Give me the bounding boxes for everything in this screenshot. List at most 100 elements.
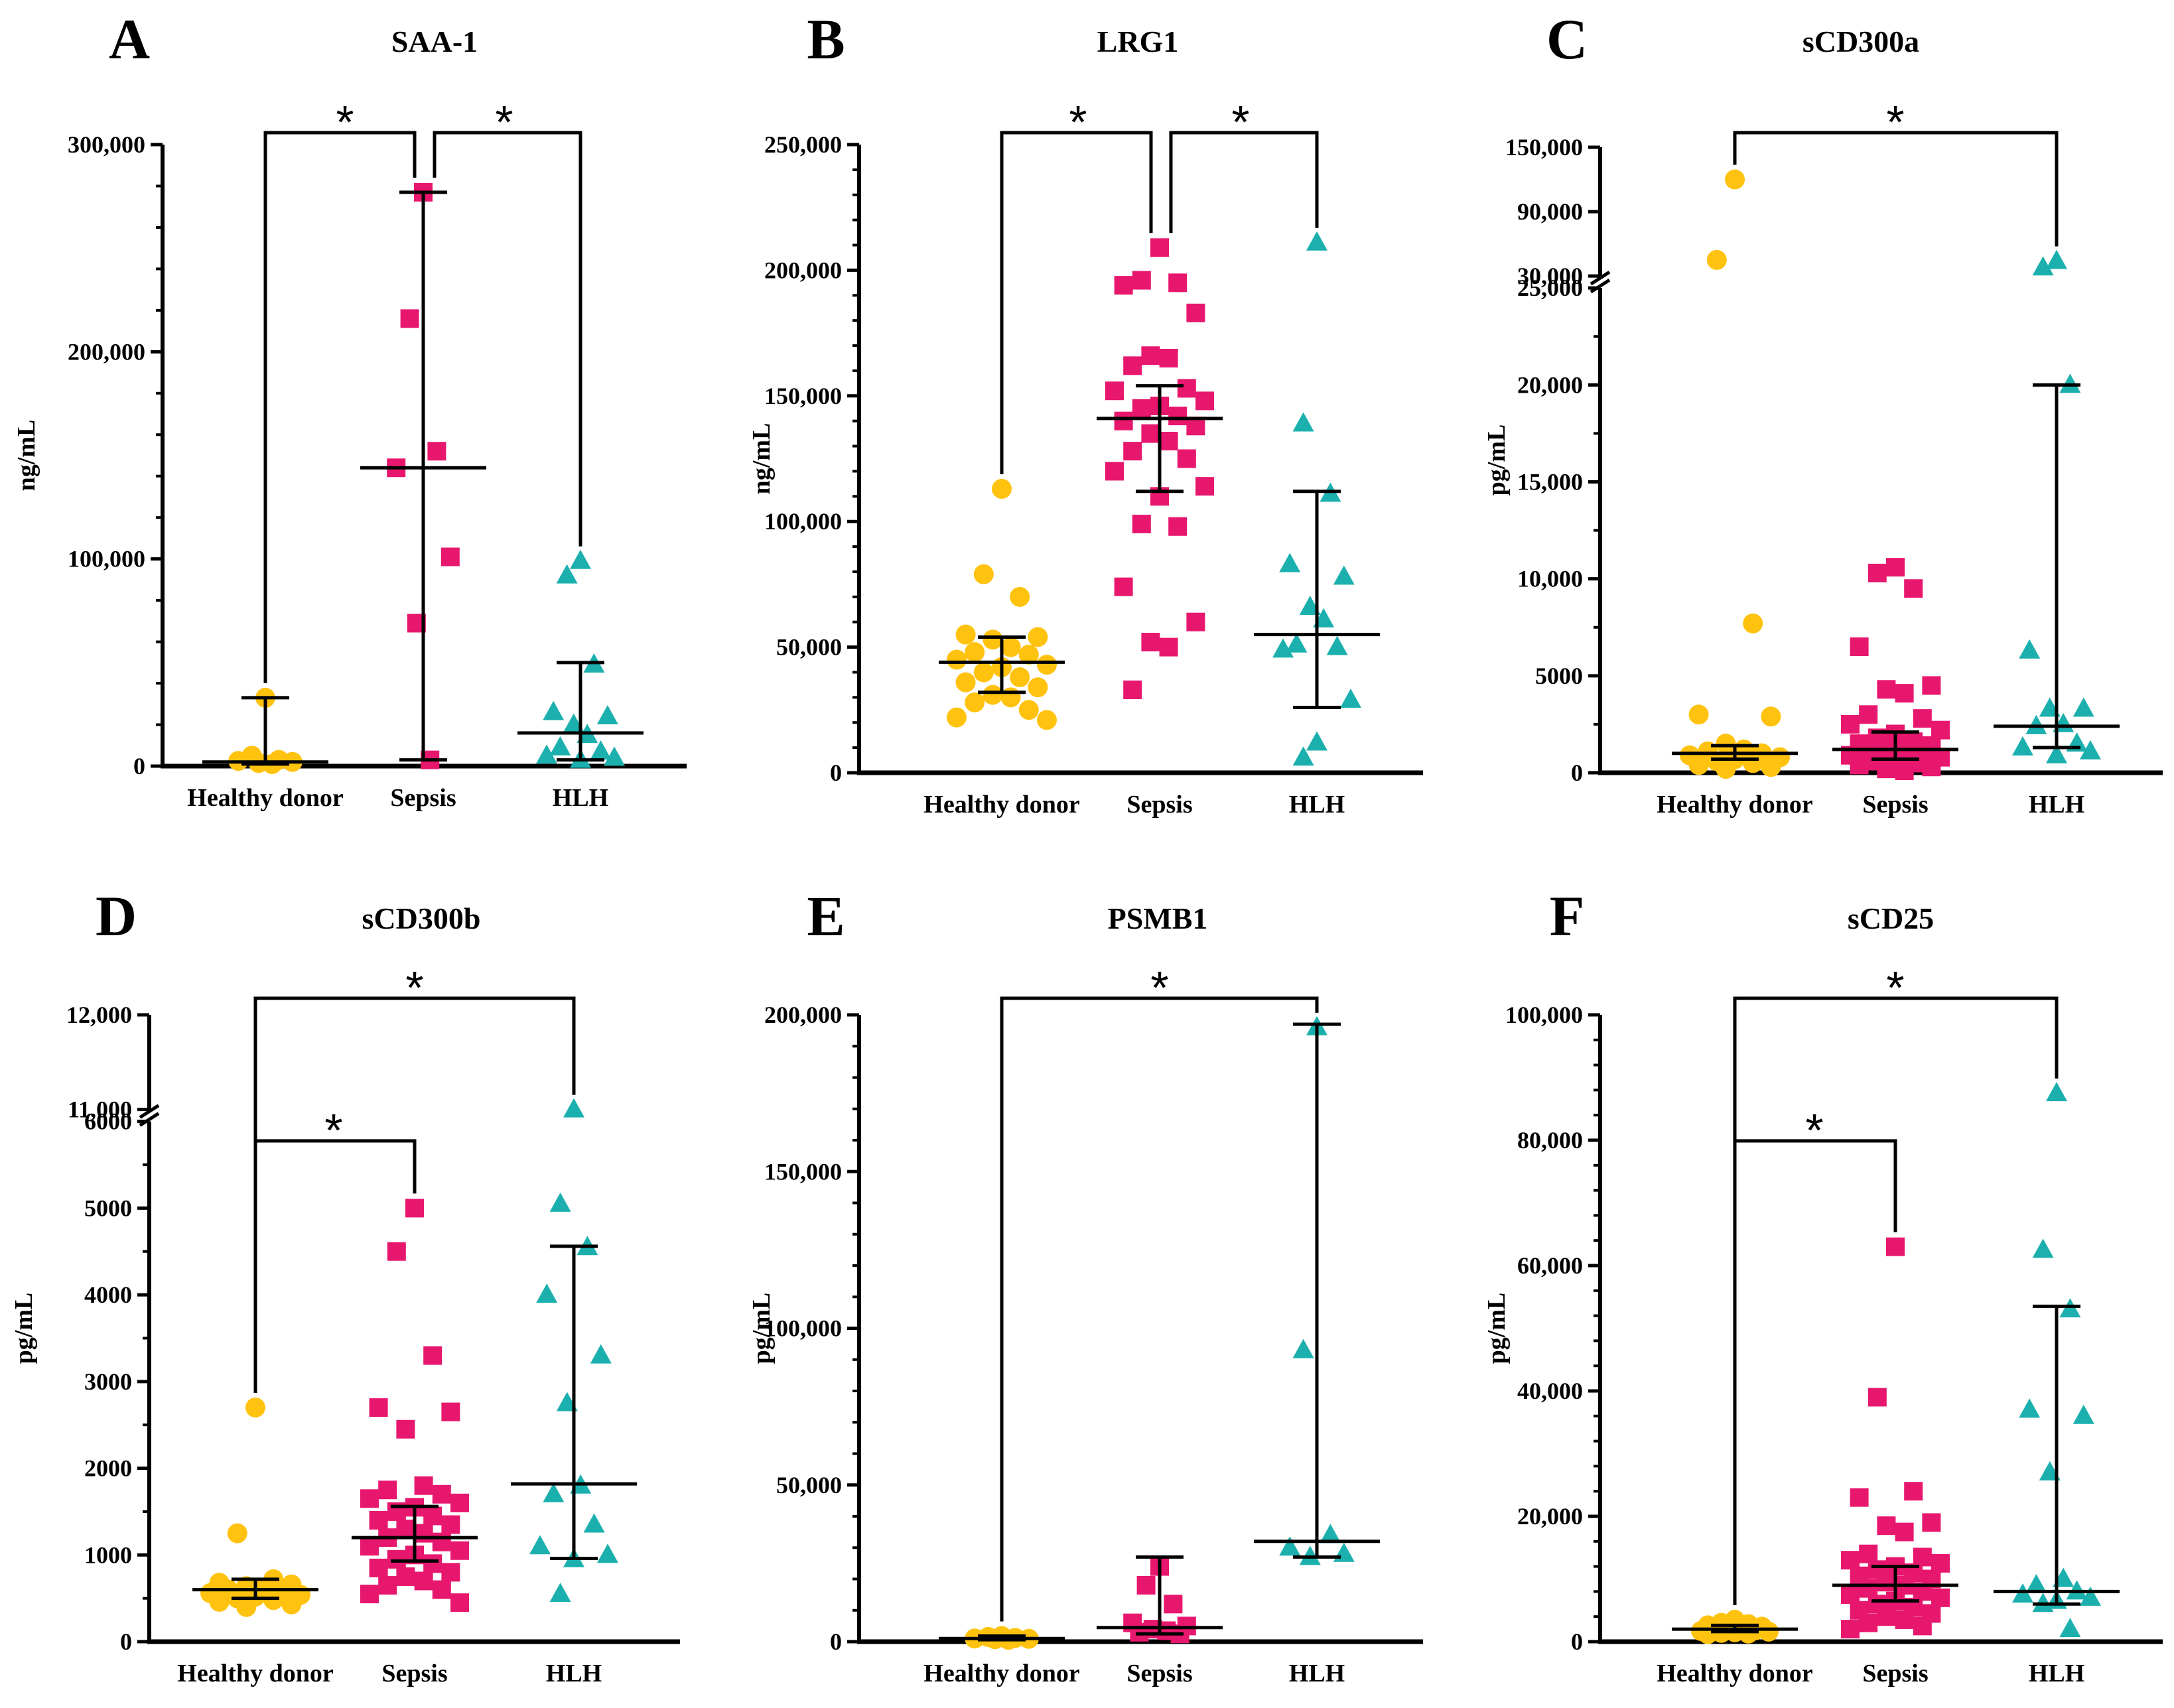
data-point: [1292, 746, 1314, 766]
data-point: [360, 1585, 379, 1604]
axis-break-mark: [1590, 271, 1611, 286]
data-point: [1272, 638, 1294, 658]
data-point: [2046, 249, 2067, 269]
significance-star: *: [336, 96, 354, 148]
data-point: [1123, 356, 1142, 375]
data-point: [1177, 449, 1196, 468]
y-tick-label: 0: [1571, 1628, 1583, 1655]
panel-A: A SAA-1 ng/mL 0 100,000 200,000 300,000 Healthy…: [13, 7, 687, 812]
series-sepsis: [1832, 1237, 1958, 1639]
series-healthy-donor: [939, 478, 1065, 730]
y-tick-label: 12,000: [66, 1002, 132, 1028]
axis-break-mark: [1590, 279, 1611, 294]
series-sepsis: [1097, 238, 1223, 699]
y-tick-label: 50,000: [776, 634, 842, 661]
data-point: [1931, 720, 1950, 740]
data-point: [1761, 706, 1781, 727]
data-point: [947, 707, 967, 728]
data-point: [427, 442, 446, 461]
y-tick-label: 25,000: [1517, 275, 1583, 301]
panel-B: B LRG1 ng/mL 0 50,000 100,000 150,000 200,000 25…: [748, 7, 1423, 819]
data-point: [1010, 586, 1030, 607]
y-tick-label: 1000: [84, 1542, 132, 1568]
data-point: [1904, 1482, 1923, 1501]
data-point: [369, 1398, 388, 1417]
data-point: [1123, 442, 1142, 461]
data-point: [965, 642, 985, 663]
data-point: [583, 1513, 605, 1533]
data-point: [543, 700, 565, 720]
y-tick-label: 5000: [1535, 663, 1583, 689]
panel-letter: F: [1550, 884, 1585, 948]
data-point: [414, 1476, 433, 1495]
data-point: [1841, 1551, 1860, 1570]
data-point: [1904, 579, 1923, 598]
data-point: [549, 736, 571, 755]
data-point: [1913, 1616, 1932, 1636]
x-category-label: HLH: [553, 784, 608, 812]
y-tick-label: 100,000: [68, 546, 145, 572]
y-tick-label: 30,000: [1517, 263, 1583, 289]
y-tick-label: 150,000: [764, 383, 842, 409]
data-point: [604, 746, 625, 766]
data-point: [1913, 709, 1932, 728]
data-point: [1105, 381, 1124, 401]
data-point: [1000, 687, 1021, 708]
data-point: [596, 705, 618, 725]
significance-bracket: *: [1733, 96, 2059, 247]
data-point: [441, 1402, 460, 1421]
data-point: [263, 1590, 284, 1610]
bracket-line: [433, 131, 582, 547]
data-point: [2012, 736, 2033, 755]
data-point: [536, 744, 557, 764]
x-category-label: Sepsis: [1862, 1660, 1928, 1687]
x-category-label: Sepsis: [1862, 791, 1928, 819]
data-point: [1018, 700, 1039, 720]
data-point: [536, 1283, 558, 1303]
data-point: [236, 1597, 257, 1617]
significance-star: *: [1805, 1104, 1823, 1156]
data-point: [1922, 1513, 1941, 1532]
y-axis-label: ng/mL: [748, 423, 776, 495]
bracket-line: [253, 996, 576, 1394]
data-point: [2046, 1082, 2067, 1102]
data-point: [973, 662, 994, 683]
data-point: [432, 1580, 451, 1599]
data-point: [450, 1493, 469, 1512]
data-point: [2072, 697, 2094, 717]
data-point: [423, 1554, 442, 1573]
data-point: [2025, 1573, 2047, 1593]
data-point: [414, 1571, 433, 1591]
data-point: [992, 478, 1012, 499]
data-point: [369, 1558, 388, 1577]
y-tick-label: 100,000: [764, 508, 842, 535]
y-tick-label: 4000: [84, 1281, 132, 1308]
y-tick-label: 10,000: [1517, 566, 1583, 592]
data-point: [1706, 249, 1727, 270]
data-point: [2059, 1618, 2081, 1638]
significance-bracket: *: [1733, 962, 2059, 1605]
y-axis-label: ng/mL: [13, 420, 40, 492]
data-point: [1159, 348, 1178, 367]
data-point: [1114, 577, 1133, 596]
data-point: [1922, 757, 1941, 777]
panel-E: E PSMB1 pg/mL 0 50,000 100,000 150,000 200,000 H…: [748, 884, 1423, 1687]
bracket-line: [263, 131, 417, 683]
data-point: [1895, 1610, 1914, 1629]
data-point: [1114, 276, 1133, 295]
data-point: [1141, 424, 1160, 443]
significance-bracket: *: [1733, 1104, 1897, 1605]
data-point: [543, 1482, 565, 1502]
data-point: [396, 1567, 415, 1586]
data-point: [1743, 753, 1763, 773]
panel-letter: A: [109, 7, 150, 71]
y-tick-label: 3000: [84, 1368, 132, 1395]
series-healthy-donor: [939, 1626, 1065, 1650]
significance-star: *: [324, 1104, 342, 1156]
data-point: [1306, 231, 1327, 251]
data-point: [1132, 514, 1151, 533]
data-point: [1177, 379, 1196, 398]
x-category-label: Healthy donor: [923, 1660, 1080, 1687]
